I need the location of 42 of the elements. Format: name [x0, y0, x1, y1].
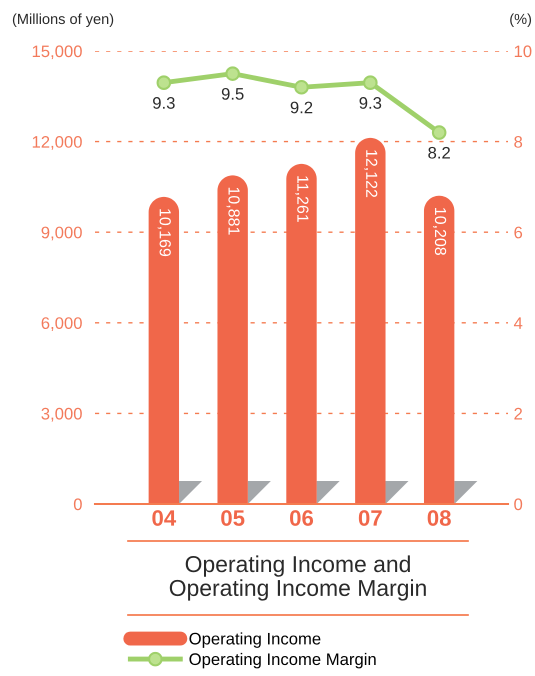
y2-tick-label: 2 [514, 408, 522, 420]
point [432, 125, 446, 140]
y2-axis-title: (%) [510, 13, 532, 27]
data-label: 9.2 [290, 102, 312, 114]
x-tick-label: 04 [152, 510, 176, 526]
point [156, 75, 172, 90]
bar [217, 175, 248, 504]
bar [424, 196, 454, 504]
y2-tick-label: 6 [514, 226, 522, 238]
data-label: 9.3 [360, 97, 382, 109]
y2-tick-label: 4 [514, 317, 522, 329]
data-label: 10,881 [226, 188, 240, 235]
data-label: 11,261 [295, 176, 309, 222]
y-tick-label: 3,000 [41, 408, 82, 422]
point [294, 80, 309, 95]
y-tick-label: 6,000 [42, 317, 82, 331]
x-tick-label: 06 [290, 510, 314, 526]
legend-label: Operating Income [189, 632, 320, 648]
bar [148, 196, 180, 504]
point [225, 66, 240, 81]
legend-label: Operating Income Margin [189, 652, 376, 668]
y-tick-label: 9,000 [42, 226, 82, 240]
data-label: 10,169 [158, 209, 171, 256]
y-axis-title: (Millions of yen) [12, 13, 114, 27]
point [363, 75, 378, 90]
data-label: 12,122 [364, 150, 378, 198]
data-label: 9.3 [153, 97, 175, 109]
data-label: 8.2 [428, 146, 450, 159]
data-label: 9.5 [222, 88, 244, 100]
data-label: 10,208 [432, 208, 446, 255]
y2-tick-label: 8 [514, 136, 522, 148]
x-tick-label: 08 [428, 510, 451, 526]
y2-tick-label: 0 [514, 498, 522, 510]
y-tick-label: 0 [74, 498, 82, 510]
y-tick-label: 15,000 [32, 45, 82, 60]
bar [355, 138, 386, 504]
x-tick-label: 07 [358, 510, 382, 526]
y-tick-label: 12,000 [32, 136, 82, 150]
y2-tick-label: 10 [514, 45, 532, 58]
x-tick-label: 05 [221, 510, 244, 526]
text: Operating Income and Operating Income Margin [170, 555, 426, 601]
bar [286, 164, 317, 504]
